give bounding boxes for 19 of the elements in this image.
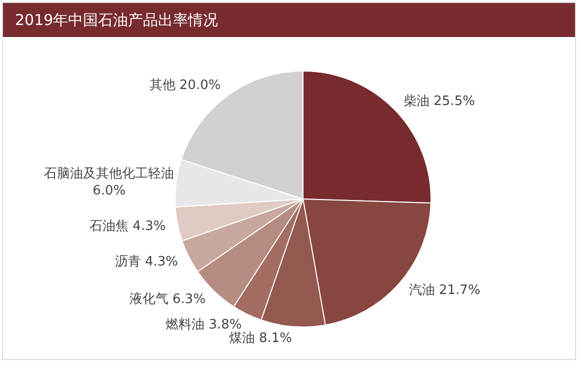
data-label: 3.8% xyxy=(208,317,242,332)
data-label: 8.1% xyxy=(258,331,292,346)
data-label: 6.3% xyxy=(172,292,206,308)
data-label: 20.0% xyxy=(179,78,221,94)
data-label: 4.3% xyxy=(145,254,178,270)
data-label: 4.3% xyxy=(132,219,166,234)
data-label: 21.7% xyxy=(439,283,480,298)
slice-label: 石脑油及其他化工轻油 xyxy=(44,166,174,181)
slice-label: 汽油 xyxy=(408,283,435,298)
slice-label: 煤油 xyxy=(228,331,255,346)
slice-label: 沥青 xyxy=(114,254,141,270)
data-label: 25.5% xyxy=(434,94,475,110)
chart-title: 2019年中国石油产品出率情况 xyxy=(3,3,575,37)
slice-label: 柴油 xyxy=(404,94,430,110)
data-label: 6.0% xyxy=(92,182,126,198)
slice-label: 石油焦 xyxy=(90,219,129,234)
slice-label: 其他 xyxy=(149,78,176,94)
slice-label: 燃料油 xyxy=(166,317,205,332)
slice-label: 液化气 xyxy=(129,292,168,308)
